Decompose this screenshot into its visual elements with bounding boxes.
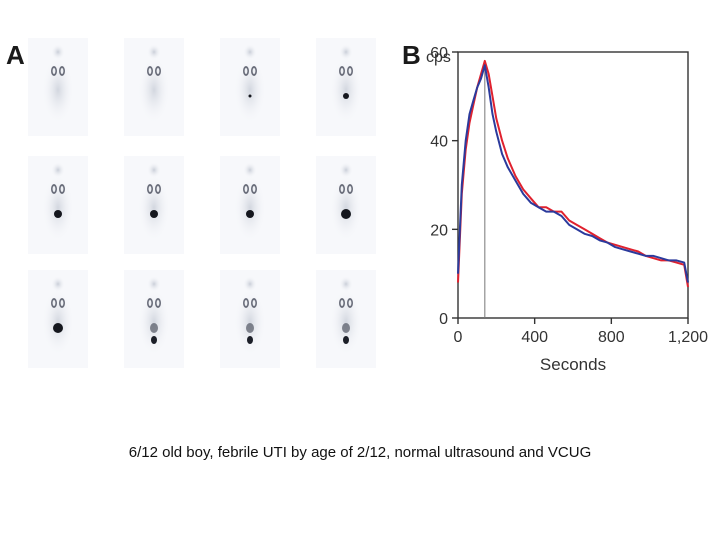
series-line-left-kidney [457,59,689,288]
scan-frame [28,156,88,254]
scan-frame [316,38,376,136]
scan-frame [28,38,88,136]
scan-frame [28,270,88,368]
scan-frame [316,270,376,368]
x-tick-label: 0 [454,329,463,346]
y-tick-label: 20 [430,222,448,239]
x-tick-label: 400 [521,329,548,346]
y-axis-label: cps [426,49,451,66]
x-axis-label: Seconds [540,355,606,374]
y-tick-label: 60 [430,45,448,62]
x-tick-label: 800 [598,329,625,346]
scan-frame [220,38,280,136]
x-tick-label: 1,200 [668,329,708,346]
scan-frame [220,156,280,254]
scan-frame [220,270,280,368]
series-line-right-kidney [457,64,689,283]
scan-frame [124,270,184,368]
scan-frame [124,156,184,254]
panel-b-letter: B [402,40,421,70]
figure-caption: 6/12 old boy, febrile UTI by age of 2/12… [128,444,592,461]
renogram-chart: 0 20 40 60 0 400 800 1,200 cps Seconds [426,45,708,374]
scan-frame [316,156,376,254]
y-tick-label: 0 [439,311,448,328]
panel-a-letter: A [6,40,25,70]
plot-frame [457,51,689,319]
scan-frame [124,38,184,136]
y-tick-label: 40 [430,134,448,151]
